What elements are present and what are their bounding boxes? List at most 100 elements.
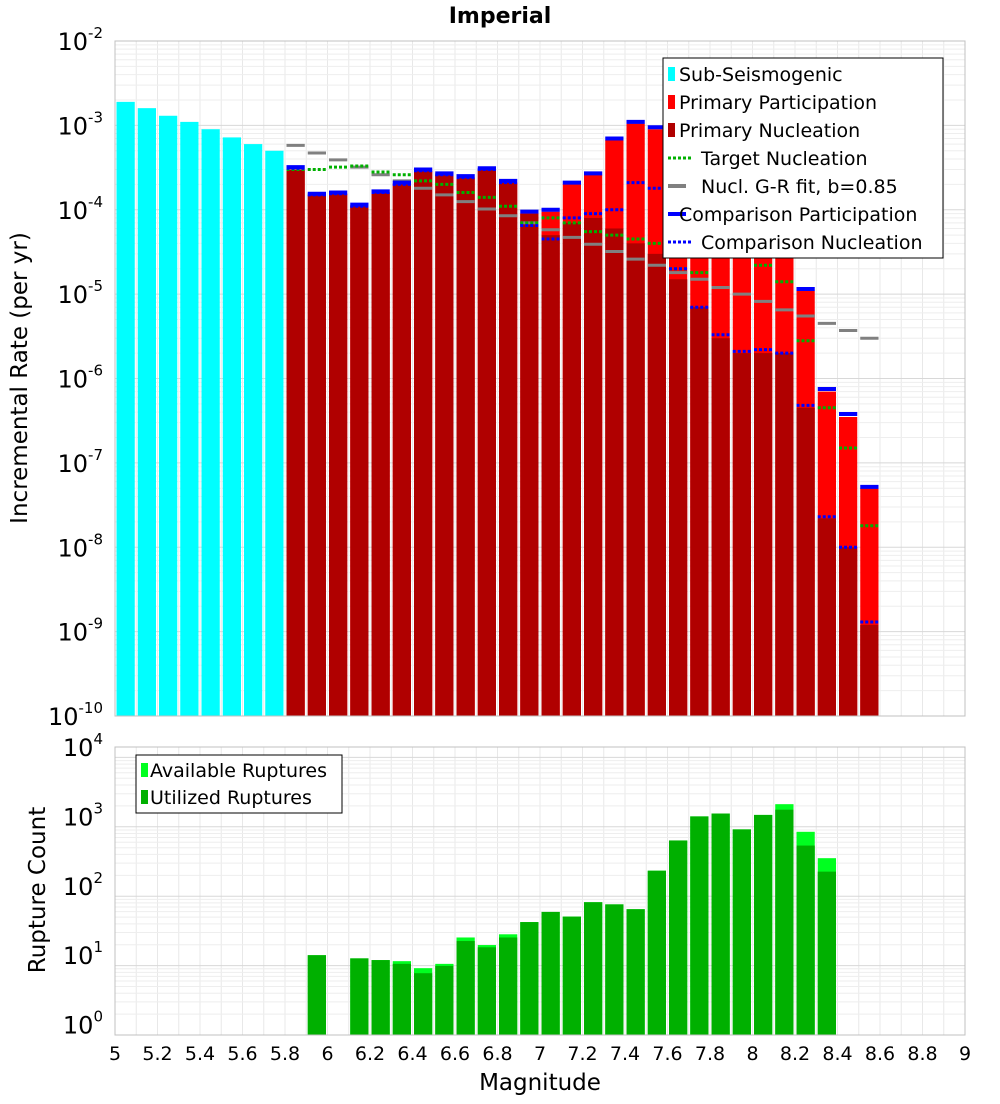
legend-label: Utilized Ruptures bbox=[150, 787, 312, 809]
primary-nucleation-bar bbox=[626, 243, 645, 717]
x-tick-label: 7.2 bbox=[567, 1043, 597, 1065]
x-tick-label: 8 bbox=[746, 1043, 758, 1065]
legend-label: Nucl. G-R fit, b=0.85 bbox=[701, 176, 898, 198]
primary-nucleation-bar bbox=[775, 353, 794, 716]
legend-label: Sub-Seismogenic bbox=[679, 64, 843, 86]
utilized-ruptures-bar bbox=[796, 845, 815, 1035]
rate-y-tick-label: 10-2 bbox=[57, 24, 103, 56]
primary-nucleation-bar bbox=[520, 213, 539, 717]
x-tick-label: 5.2 bbox=[142, 1043, 172, 1065]
x-tick-label: 7.8 bbox=[695, 1043, 725, 1065]
primary-nucleation-bar bbox=[860, 624, 879, 716]
x-tick-label: 6.8 bbox=[482, 1043, 512, 1065]
rate-y-tick-label: 10-9 bbox=[57, 615, 103, 647]
x-tick-label: 6.4 bbox=[397, 1043, 427, 1065]
rate-frame bbox=[114, 40, 966, 717]
rate-legend-box bbox=[662, 57, 944, 259]
count-frame bbox=[114, 746, 966, 1036]
x-tick-label: 6.6 bbox=[440, 1043, 470, 1065]
utilized-ruptures-bar bbox=[605, 904, 624, 1035]
rate-y-tick-label: 10-8 bbox=[57, 530, 103, 562]
rupture-count-plot: 100 101 102 103 104 5 5.2 5.4 5.6 5.8 6 6.2 6.4 6.6 6.… bbox=[63, 730, 971, 1065]
x-tick-label: 7.6 bbox=[652, 1043, 682, 1065]
utilized-ruptures-bar bbox=[754, 814, 773, 1035]
x-tick-label: 5.6 bbox=[227, 1043, 257, 1065]
utilized-ruptures-bar bbox=[392, 963, 411, 1035]
legend-swatch bbox=[141, 763, 148, 777]
utilized-ruptures-bar bbox=[541, 911, 560, 1035]
x-tick-label: 5.4 bbox=[185, 1043, 215, 1065]
x-tick-label: 7.4 bbox=[610, 1043, 640, 1065]
utilized-ruptures-bar bbox=[584, 902, 603, 1035]
utilized-ruptures-bar bbox=[520, 922, 539, 1035]
primary-nucleation-bar bbox=[754, 353, 773, 716]
rate-y-tick-label: 10-5 bbox=[57, 277, 103, 309]
sub-seismogenic-bar bbox=[222, 137, 241, 716]
primary-nucleation-bar bbox=[499, 182, 518, 716]
rate-y-tick-label: 10-4 bbox=[57, 193, 103, 225]
primary-nucleation-bar bbox=[286, 169, 305, 716]
rate-plot: 10-10 10-9 10-8 10-7 10-6 10-5 10-4 10-3 10-2 Sub… bbox=[48, 24, 966, 731]
x-tick-label: 5.8 bbox=[270, 1043, 300, 1065]
utilized-ruptures-bar bbox=[690, 816, 709, 1035]
utilized-ruptures-bar bbox=[562, 916, 581, 1035]
rate-y-tick-label: 10-6 bbox=[57, 362, 103, 394]
sub-seismogenic-bar bbox=[244, 144, 263, 716]
primary-nucleation-bar bbox=[647, 253, 666, 716]
utilized-ruptures-bar bbox=[499, 937, 518, 1035]
primary-nucleation-bar bbox=[796, 407, 815, 716]
primary-nucleation-bar bbox=[456, 177, 475, 716]
utilized-ruptures-bar bbox=[477, 947, 496, 1035]
x-tick-label: 5 bbox=[109, 1043, 121, 1065]
utilized-ruptures-bar bbox=[350, 958, 369, 1035]
primary-nucleation-bar bbox=[307, 194, 326, 716]
legend-label: Target Nucleation bbox=[700, 148, 868, 170]
x-tick-label: 8.4 bbox=[822, 1043, 852, 1065]
legend-label: Comparison Nucleation bbox=[701, 232, 923, 254]
x-tick-label: 8.6 bbox=[865, 1043, 895, 1065]
utilized-ruptures-bar bbox=[732, 829, 751, 1035]
primary-nucleation-bar bbox=[371, 192, 390, 717]
legend-swatch bbox=[668, 123, 675, 137]
x-tick-label: 8.8 bbox=[907, 1043, 937, 1065]
sub-seismogenic-bar bbox=[116, 101, 135, 716]
utilized-ruptures-bar bbox=[307, 955, 326, 1035]
rate-y-tick-label: 10-10 bbox=[48, 699, 103, 731]
count-legend-box bbox=[135, 754, 343, 814]
legend-label: Available Ruptures bbox=[150, 760, 327, 782]
x-tick-label: 7 bbox=[534, 1043, 546, 1065]
utilized-ruptures-bar bbox=[711, 813, 730, 1035]
x-axis-label: Magnitude bbox=[479, 1070, 601, 1096]
rate-y-tick-label: 10-3 bbox=[57, 108, 103, 140]
count-y-tick-label: 101 bbox=[63, 938, 103, 970]
count-y-tick-label: 103 bbox=[63, 799, 103, 831]
primary-nucleation-bar bbox=[329, 193, 348, 716]
utilized-ruptures-bar bbox=[817, 871, 836, 1035]
legend-swatch bbox=[668, 95, 675, 109]
y-axis-label-rate: Incremental Rate (per yr) bbox=[7, 232, 33, 524]
x-tick-label: 8.2 bbox=[780, 1043, 810, 1065]
y-axis-label-count: Rupture Count bbox=[25, 807, 51, 973]
primary-nucleation-bar bbox=[350, 206, 369, 716]
primary-nucleation-bar bbox=[541, 235, 560, 716]
primary-nucleation-bar bbox=[690, 307, 709, 716]
legend-label: Primary Participation bbox=[679, 92, 877, 114]
primary-nucleation-bar bbox=[477, 169, 496, 716]
sub-seismogenic-bar bbox=[201, 129, 220, 717]
count-y-tick-label: 100 bbox=[63, 1008, 103, 1040]
primary-nucleation-bar bbox=[732, 353, 751, 716]
primary-nucleation-bar bbox=[584, 217, 603, 716]
sub-seismogenic-bar bbox=[180, 121, 199, 716]
primary-nucleation-bar bbox=[839, 547, 858, 716]
primary-nucleation-bar bbox=[562, 222, 581, 716]
legend-swatch bbox=[141, 790, 148, 804]
utilized-ruptures-bar bbox=[775, 809, 794, 1035]
x-tick-label: 6 bbox=[321, 1043, 333, 1065]
count-y-tick-label: 104 bbox=[63, 730, 103, 762]
utilized-ruptures-bar bbox=[414, 973, 433, 1035]
primary-nucleation-bar bbox=[392, 184, 411, 717]
utilized-ruptures-bar bbox=[626, 909, 645, 1035]
primary-nucleation-bar bbox=[669, 279, 688, 716]
